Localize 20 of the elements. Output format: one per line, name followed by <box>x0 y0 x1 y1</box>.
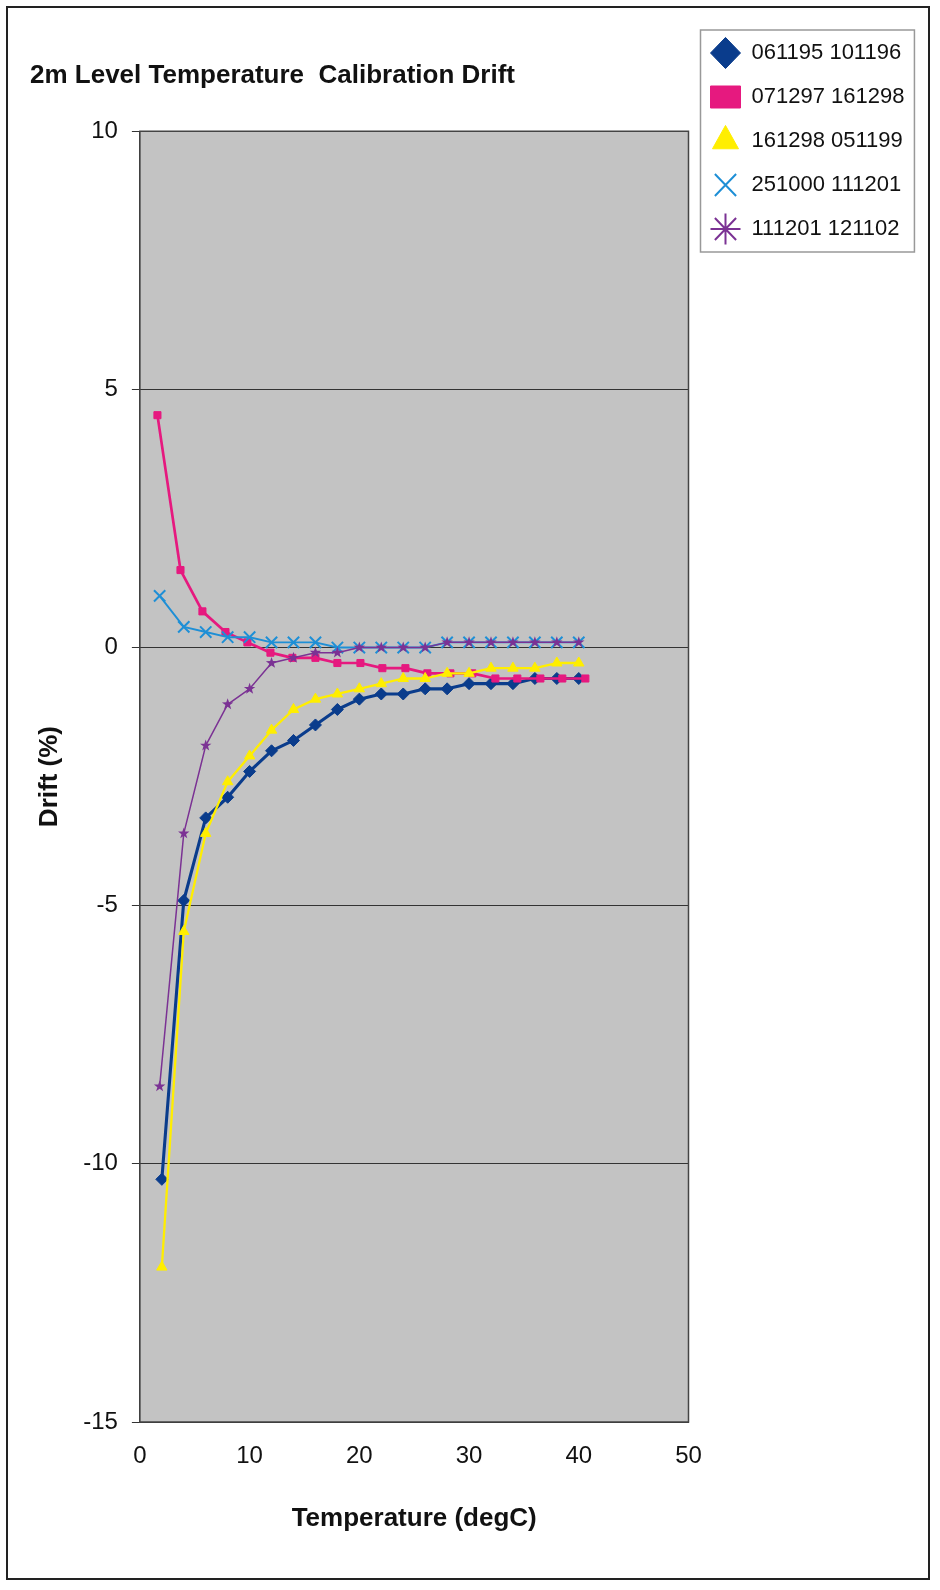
legend-label: 251000 111201 <box>751 171 902 197</box>
y-tick-label: -5 <box>96 890 118 918</box>
x-tick-label: 40 <box>565 1441 593 1469</box>
y-tick-label: -10 <box>83 1148 118 1176</box>
chart-title: 2m Level Temperature Calibration Drift <box>30 58 516 89</box>
y-tick-label: 5 <box>104 373 118 401</box>
x-tick-label: 50 <box>675 1441 702 1469</box>
x-tick-label: 20 <box>345 1441 373 1469</box>
x-tick-label: 30 <box>455 1441 483 1469</box>
legend-label: 061195 101196 <box>751 39 902 65</box>
legend-label: 161298 051199 <box>751 127 903 153</box>
y-tick-label: 0 <box>104 632 118 660</box>
x-tick-label: 0 <box>133 1441 147 1469</box>
x-tick-label: 10 <box>236 1441 263 1469</box>
legend-label: 071297 161298 <box>751 83 905 109</box>
x-axis-title: Temperature (degC) <box>291 1501 537 1532</box>
y-axis-title: Drift (%) <box>32 726 63 828</box>
y-tick-label: -15 <box>83 1406 118 1434</box>
legend-label: 111201 121102 <box>751 215 900 241</box>
y-tick-label: 10 <box>91 115 118 143</box>
